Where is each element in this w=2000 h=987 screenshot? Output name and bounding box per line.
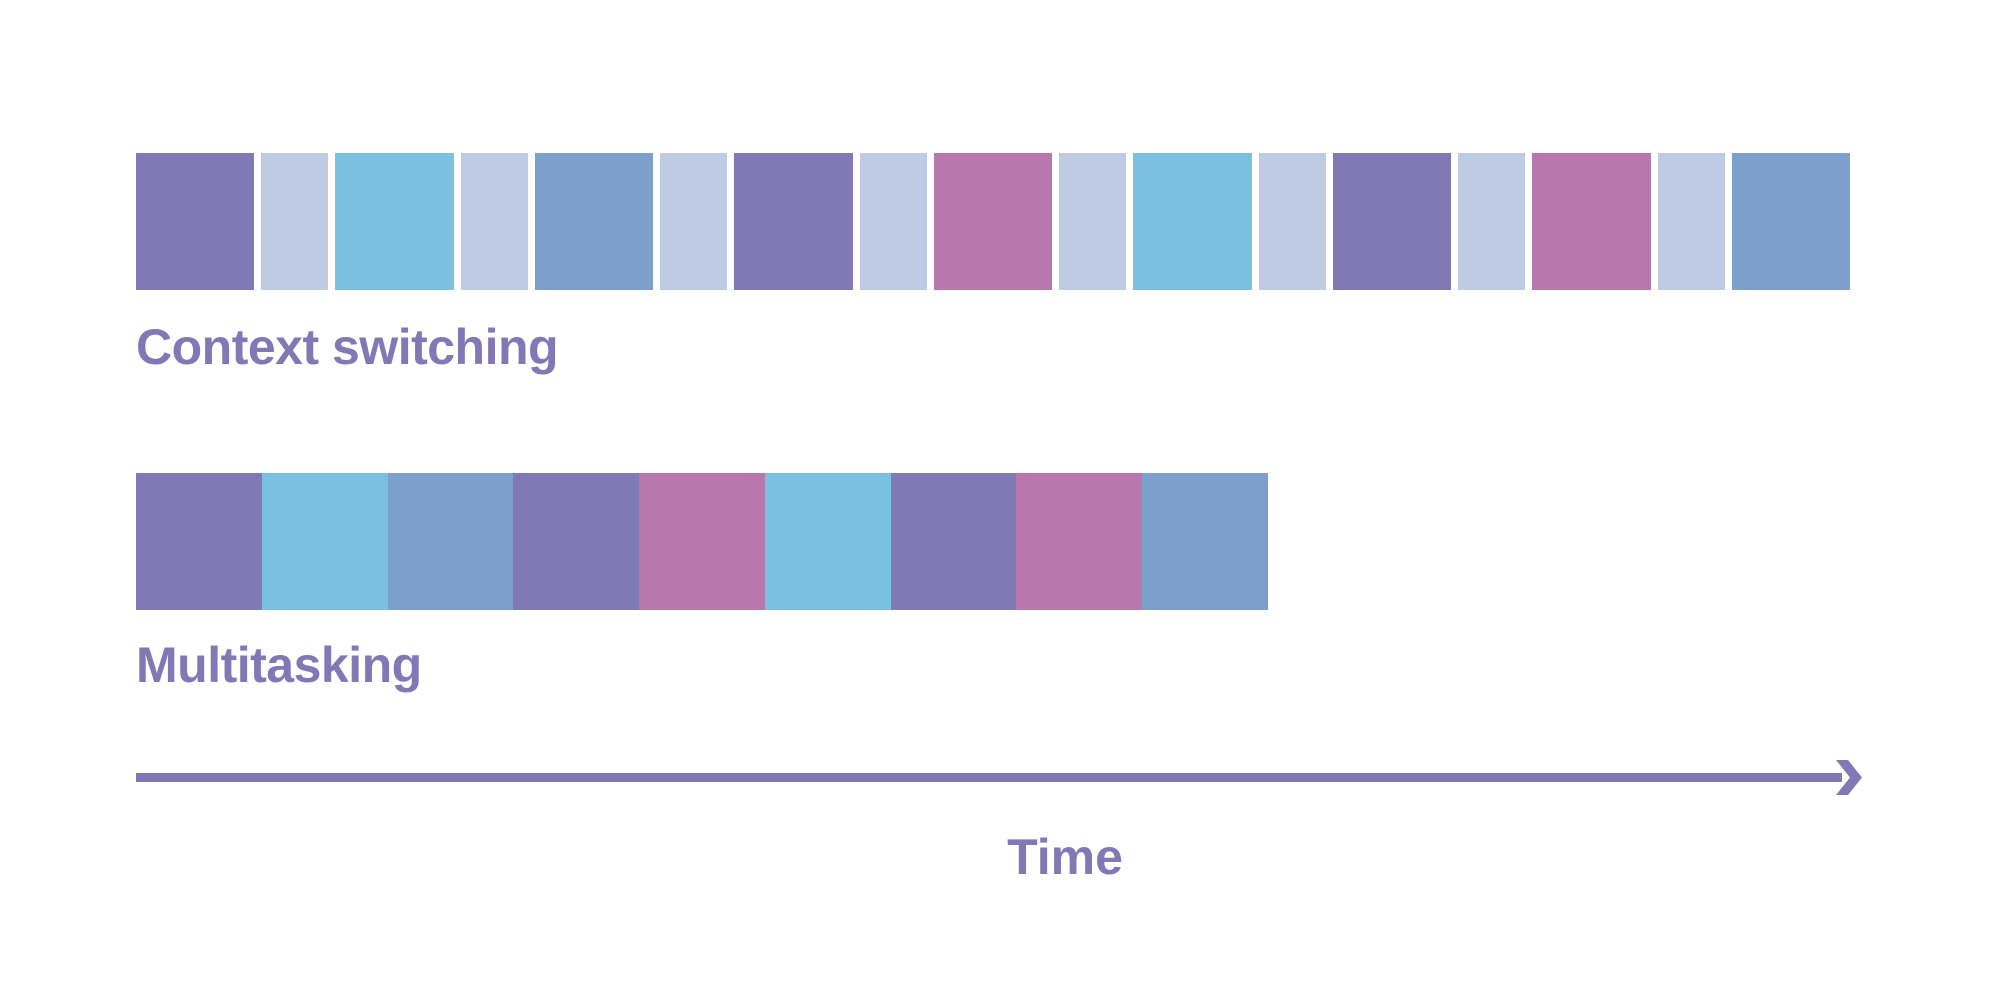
task-block-purple xyxy=(136,153,255,290)
context-switch-block xyxy=(1258,153,1326,290)
context-switch-block xyxy=(1458,153,1526,290)
context-switch-block xyxy=(660,153,728,290)
task-block-steel xyxy=(387,473,514,610)
task-block-steel xyxy=(1731,153,1850,290)
task-block-purple xyxy=(734,153,853,290)
time-axis-line xyxy=(136,773,1842,782)
arrow-right-icon xyxy=(1836,760,1862,795)
task-block-pink xyxy=(639,473,766,610)
task-block-pink xyxy=(1016,473,1143,610)
task-block-cyan xyxy=(335,153,454,290)
task-block-cyan xyxy=(1133,153,1252,290)
task-block-purple xyxy=(136,473,263,610)
context-switching-label: Context switching xyxy=(136,319,559,375)
task-block-purple xyxy=(890,473,1017,610)
task-block-steel xyxy=(1142,473,1269,610)
context-switching-timeline xyxy=(136,153,1850,290)
context-switch-block xyxy=(1059,153,1127,290)
task-block-steel xyxy=(534,153,654,290)
context-switch-block xyxy=(261,153,329,290)
context-switch-block xyxy=(460,153,528,290)
task-block-pink xyxy=(933,153,1053,290)
task-block-cyan xyxy=(261,473,389,610)
multitasking-timeline xyxy=(136,473,1269,610)
task-block-purple xyxy=(513,473,640,610)
context-switch-block xyxy=(859,153,927,290)
time-axis xyxy=(136,760,1862,795)
task-block-purple xyxy=(1332,153,1452,290)
context-switch-block xyxy=(1657,153,1725,290)
task-block-cyan xyxy=(764,473,892,610)
time-axis-label: Time xyxy=(1007,829,1123,885)
multitasking-label: Multitasking xyxy=(136,637,422,693)
task-block-pink xyxy=(1532,153,1651,290)
